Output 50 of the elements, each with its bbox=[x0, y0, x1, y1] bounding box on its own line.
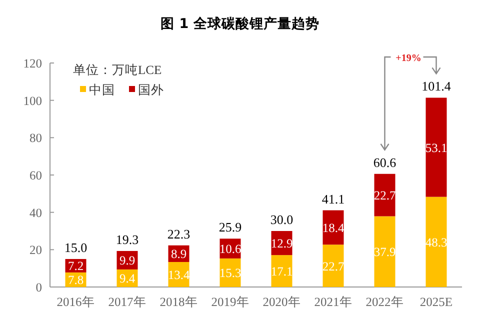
data-label: 7.8 bbox=[68, 273, 84, 288]
total-label: 60.6 bbox=[373, 154, 397, 170]
chart-title: 图 1 全球碳酸锂产量趋势 bbox=[160, 15, 320, 32]
data-label: 17.1 bbox=[270, 264, 293, 279]
total-label: 30.0 bbox=[270, 212, 294, 227]
x-tick-label: 2022年 bbox=[366, 295, 404, 309]
x-tick-label: 2017年 bbox=[108, 295, 146, 309]
y-tick-label: 100 bbox=[23, 94, 42, 108]
bar bbox=[374, 216, 396, 287]
bar bbox=[426, 196, 447, 287]
x-tick-label: 2021年 bbox=[314, 295, 352, 309]
y-tick-label: 20 bbox=[30, 243, 42, 258]
legend-label: 国外 bbox=[138, 83, 164, 97]
y-tick-label: 0 bbox=[36, 280, 42, 294]
total-label: 22.3 bbox=[167, 226, 190, 242]
x-tick-label: 2020年 bbox=[262, 295, 301, 309]
data-label: 22.7 bbox=[322, 259, 344, 274]
bar bbox=[374, 174, 396, 216]
data-label: 22.7 bbox=[374, 188, 396, 203]
data-label: 18.4 bbox=[322, 220, 345, 235]
x-tick-label: 2025E bbox=[420, 295, 453, 309]
total-label: 19.3 bbox=[116, 232, 139, 247]
data-label: 8.9 bbox=[170, 247, 187, 262]
data-label: 12.9 bbox=[270, 236, 293, 251]
x-tick-label: 2018年 bbox=[160, 295, 198, 309]
data-label: 9.9 bbox=[119, 254, 136, 268]
y-tick-label: 80 bbox=[30, 131, 42, 146]
data-label: 13.4 bbox=[168, 268, 190, 282]
bar bbox=[322, 244, 344, 287]
bar bbox=[426, 98, 447, 197]
y-tick-label: 40 bbox=[30, 206, 42, 220]
data-label: 7.2 bbox=[68, 259, 84, 274]
x-tick-label: 2019年 bbox=[211, 295, 250, 309]
data-label: 48.3 bbox=[425, 235, 448, 250]
data-label: 15.3 bbox=[219, 266, 242, 280]
total-label: 15.0 bbox=[64, 240, 88, 255]
x-tick-label: 2016年 bbox=[56, 295, 95, 309]
y-tick-label: 120 bbox=[23, 56, 42, 70]
data-label: 53.1 bbox=[425, 140, 448, 155]
data-label: 9.4 bbox=[119, 272, 136, 286]
data-label: 10.6 bbox=[219, 242, 242, 256]
bar bbox=[271, 255, 292, 287]
total-label: 41.1 bbox=[322, 191, 345, 206]
y-tick-label: 60 bbox=[30, 168, 42, 182]
data-label: 37.9 bbox=[374, 245, 396, 260]
annotation: 单位：万吨LCE bbox=[73, 63, 162, 77]
legend-label: 中国 bbox=[89, 83, 115, 97]
annotation: +19% bbox=[396, 53, 422, 64]
total-label: 25.9 bbox=[218, 220, 242, 235]
total-label: 101.4 bbox=[422, 78, 452, 94]
